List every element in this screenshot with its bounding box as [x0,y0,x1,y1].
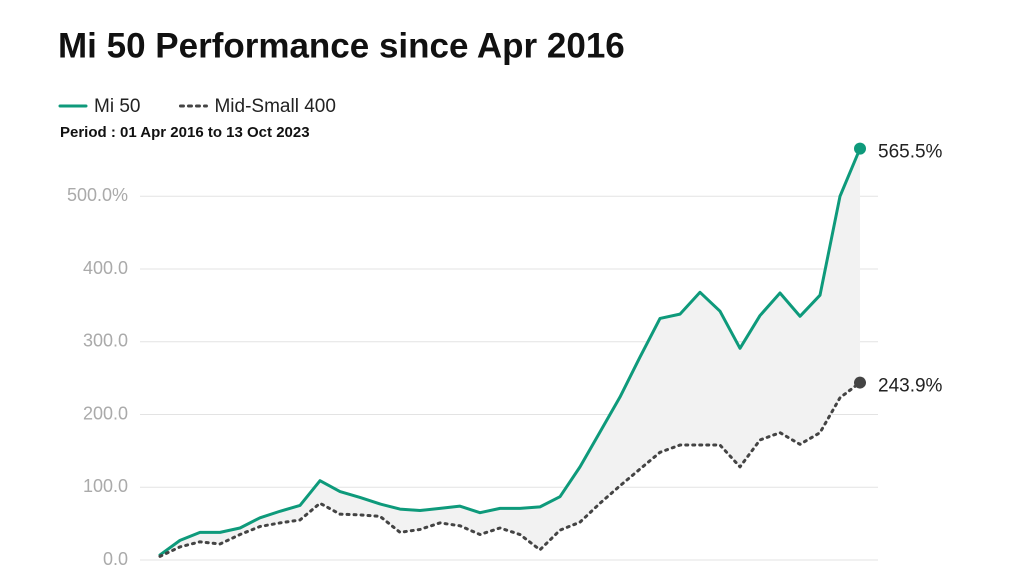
value-label: 565.5% [878,142,943,163]
y-tick-label: 400.0 [83,258,128,278]
series-line [158,381,862,558]
y-tick-label: 500.0% [67,185,128,205]
chart-title: Mi 50 Performance since Apr 2016 [58,26,625,65]
y-tick-label: 100.0 [83,476,128,496]
legend-label: Mid-Small 400 [214,96,335,117]
end-dot [854,142,866,155]
series-line [158,147,862,557]
value-label: 243.9% [878,376,943,397]
chart-subtitle: Period : 01 Apr 2016 to 13 Oct 2023 [60,124,310,141]
gap-area [160,148,860,557]
end-dot [854,376,866,389]
legend-label: Mi 50 [94,96,140,117]
y-tick-label: 300.0 [83,331,128,351]
y-tick-label: 0.0 [103,549,128,569]
y-tick-label: 200.0 [83,403,128,423]
